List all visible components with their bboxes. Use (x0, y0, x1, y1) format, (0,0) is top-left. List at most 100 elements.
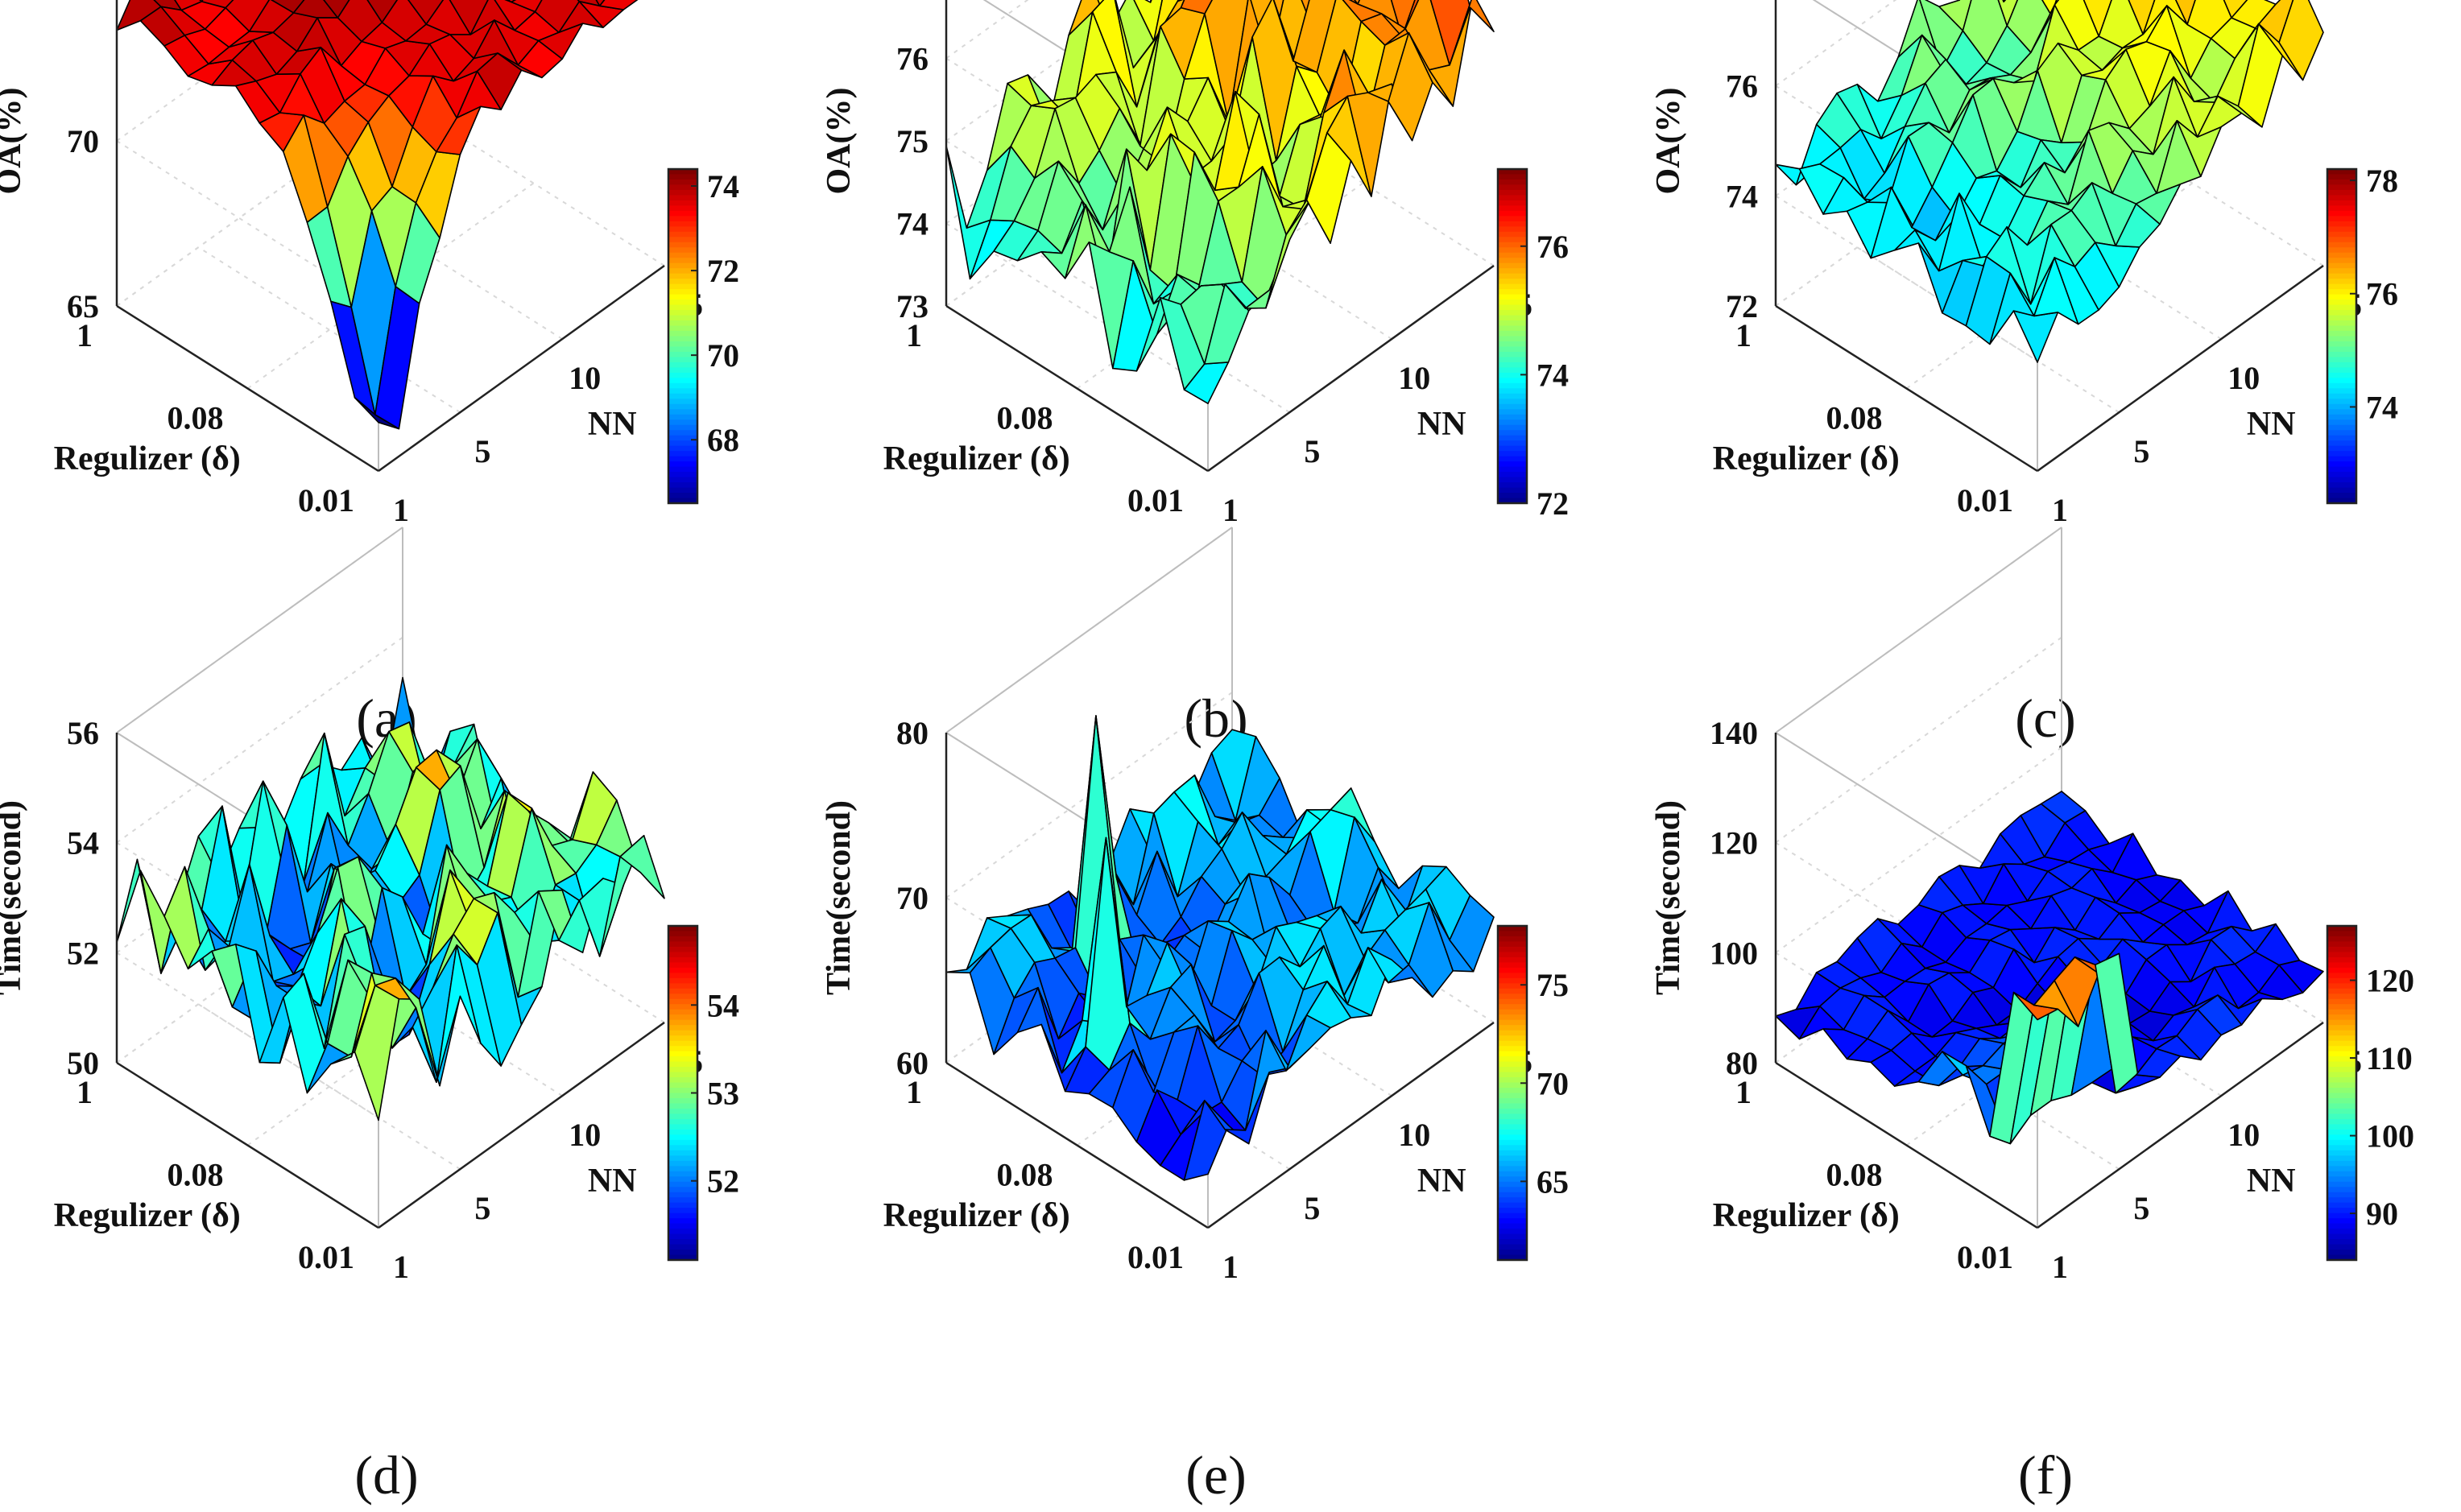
colorbar-swatch (2327, 1077, 2356, 1084)
colorbar-tick-label: 74 (1537, 357, 1569, 393)
colorbar-swatch (2327, 1223, 2356, 1229)
surface-patch (2012, 310, 2059, 363)
colorbar-tick-label: 53 (707, 1076, 739, 1112)
colorbar-swatch (668, 351, 697, 358)
z-tick-label: 60 (896, 1045, 929, 1081)
y-tick-label: 0.08 (168, 1157, 224, 1193)
colorbar-swatch (668, 1118, 697, 1126)
colorbar-swatch (1498, 1108, 1527, 1115)
z-tick-labels: 60 70 80 (896, 715, 929, 1081)
colorbar-frame (667, 167, 699, 505)
x-tick-label: 10 (569, 1117, 601, 1153)
colorbar-swatch (668, 279, 697, 285)
colorbar-swatch (2327, 357, 2356, 363)
colorbar-swatch (668, 310, 697, 316)
z-tick-label: 56 (67, 715, 99, 751)
colorbar-swatch (2327, 1056, 2356, 1063)
z-tick-label: 70 (67, 123, 99, 159)
surface (945, 0, 1495, 405)
y-axis-label: Regulizer (δ) (883, 1197, 1070, 1234)
colorbar-swatch (668, 300, 697, 306)
x-axis-label: NN (1417, 406, 1466, 443)
colorbar-swatch (1498, 1192, 1527, 1198)
colorbar-swatch (2327, 994, 2356, 1000)
colorbar-swatch (1498, 1223, 1527, 1229)
colorbar-swatch (668, 482, 697, 489)
y-axis-line (116, 304, 379, 473)
x-tick-label: 1 (1222, 1249, 1239, 1285)
surface-patch (2128, 0, 2156, 35)
colorbar-swatch (1498, 946, 1527, 953)
y-tick-label: 1 (906, 317, 922, 353)
x-tick-label: 1 (1222, 492, 1239, 528)
colorbar-swatch (1498, 988, 1527, 995)
colorbar-swatch (2327, 1103, 2356, 1109)
colorbar-swatch (1498, 1202, 1527, 1208)
colorbar-swatch (668, 268, 697, 275)
y-tick-label: 0.01 (298, 482, 354, 518)
colorbar-swatch (1498, 456, 1527, 462)
colorbar-swatch (2327, 1061, 2356, 1068)
x-tick-labels: 151015 (1222, 1043, 1532, 1285)
colorbar-swatch (1498, 1056, 1527, 1063)
z-tick-label: 80 (1726, 1045, 1758, 1081)
colorbar-swatch (1498, 262, 1527, 270)
colorbar-swatch (2327, 1197, 2356, 1204)
colorbar-swatch (2327, 346, 2356, 353)
x-tick-labels: 151015 (2052, 287, 2362, 528)
x-tick-label: 5 (2133, 433, 2149, 469)
colorbar-swatch (668, 346, 697, 353)
colorbar-swatch (2327, 231, 2356, 238)
colorbar-swatch (2327, 451, 2356, 457)
colorbar-swatch (668, 1176, 697, 1183)
surface (945, 715, 1495, 1181)
colorbar-swatch (668, 1202, 697, 1208)
colorbar-swatch (1498, 931, 1527, 937)
colorbar-swatch (1498, 1025, 1527, 1031)
colorbar-swatch (1498, 1229, 1527, 1235)
colorbar-swatch (668, 200, 697, 207)
colorbar-swatch (2327, 216, 2356, 222)
z-tick-label: 72 (1726, 288, 1758, 324)
colorbar-swatch (2327, 962, 2356, 969)
colorbar-swatch (1498, 1118, 1527, 1126)
colorbar-tick-label: 110 (2366, 1040, 2413, 1076)
colorbar-swatch (1498, 1124, 1527, 1130)
colorbar-swatch (1498, 487, 1527, 494)
y-tick-label: 0.01 (1957, 482, 2013, 518)
colorbar-swatch (668, 1030, 697, 1036)
colorbar-swatch (2327, 445, 2356, 452)
colorbar-swatch (1498, 247, 1527, 254)
y-axis-line (1775, 304, 2038, 473)
colorbar-swatch (668, 1056, 697, 1063)
colorbar-swatch (1498, 926, 1527, 932)
x-tick-labels: 151015 (393, 287, 703, 528)
colorbar-swatch (2327, 1009, 2356, 1016)
colorbar-swatch (1498, 1030, 1527, 1036)
colorbar-swatch (668, 461, 697, 468)
colorbar-swatch (1498, 1134, 1527, 1141)
colorbar-swatch (1498, 1051, 1527, 1057)
colorbar-swatch (668, 231, 697, 238)
colorbar-swatch (668, 216, 697, 222)
colorbar-swatch (668, 936, 697, 943)
colorbar-swatch (668, 1223, 697, 1229)
colorbar-swatch (1498, 1218, 1527, 1225)
colorbar-swatch (1498, 430, 1527, 436)
z-tick-label: 76 (1726, 68, 1758, 105)
colorbar-swatch (1498, 956, 1527, 964)
colorbar-swatch (2327, 1192, 2356, 1198)
colorbar-swatch (1498, 258, 1527, 264)
colorbar-swatch (1498, 1166, 1527, 1172)
colorbar-swatch (1498, 200, 1527, 207)
colorbar-swatch (2327, 310, 2356, 316)
colorbar-swatch (668, 1040, 697, 1047)
colorbar-swatch (668, 1145, 697, 1151)
colorbar-swatch (668, 998, 697, 1006)
y-axis-line (945, 1061, 1209, 1229)
colorbar-swatch (1498, 1004, 1527, 1010)
colorbar-swatch (2327, 1250, 2356, 1256)
y-tick-labels: 0.01 0.08 1 (1735, 317, 2013, 518)
colorbar-swatch (668, 1097, 697, 1105)
